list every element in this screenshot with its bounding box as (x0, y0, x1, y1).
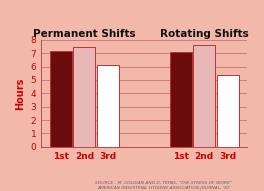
Text: Rotating Shifts: Rotating Shifts (160, 29, 249, 39)
Bar (50, 51, 72, 147)
Bar (97, 65, 119, 147)
Bar (73, 47, 95, 147)
Bar (193, 45, 215, 147)
Bar (170, 52, 192, 147)
Y-axis label: Hours: Hours (15, 77, 25, 109)
Text: Permanent Shifts: Permanent Shifts (33, 29, 136, 39)
Bar (217, 75, 239, 147)
Text: SOURCE - M. COLIGAN AND D. TEPAS, "THE STRESS OF WORK"
AMERICAN INDUSTRIAL HYGIE: SOURCE - M. COLIGAN AND D. TEPAS, "THE S… (95, 181, 232, 190)
